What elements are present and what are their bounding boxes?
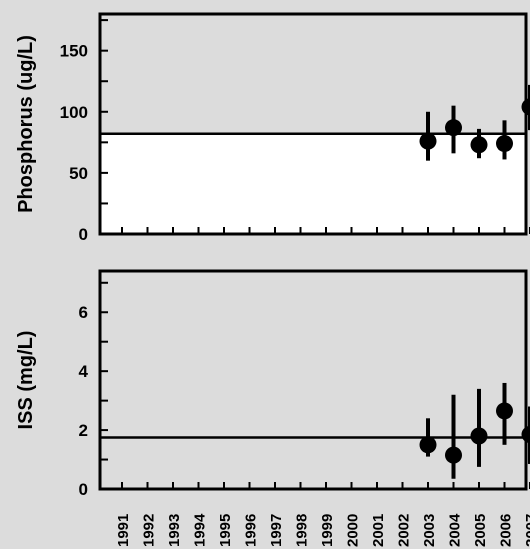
- x-tick-label: 1992: [141, 514, 158, 547]
- iss-panel: 0 2 4 6 ISS (mg/L): [15, 269, 530, 499]
- phosphorus-points: [419, 84, 530, 161]
- data-point: [521, 98, 530, 116]
- x-tick-label: 1991: [115, 514, 132, 547]
- y-tick-label: 6: [79, 303, 88, 322]
- data-point: [445, 446, 462, 464]
- phosphorus-plot-frame: [98, 12, 528, 236]
- y-tick-label: 0: [79, 225, 88, 244]
- x-tick-label: 2005: [472, 514, 489, 547]
- iss-points: [419, 382, 530, 479]
- data-point: [445, 119, 462, 137]
- x-tick-label: 2000: [345, 514, 362, 547]
- data-point: [521, 426, 530, 443]
- data-point: [470, 427, 488, 445]
- phosphorus-x-ticks: [121, 227, 530, 234]
- x-tick-label: 2007: [523, 514, 530, 547]
- phosphorus-y-ticks: 0 50 100 150: [60, 19, 108, 244]
- y-tick-label: 0: [79, 480, 88, 499]
- data-point: [496, 135, 513, 153]
- data-point: [419, 436, 437, 454]
- y-tick-label: 100: [60, 103, 88, 122]
- x-tick-label: 1999: [319, 514, 336, 547]
- phosphorus-panel: 0 50 100 150 Phosphorus (ug/L): [15, 12, 530, 244]
- iss-y-axis-title: ISS (mg/L): [15, 331, 37, 430]
- x-tick-label: 2003: [421, 514, 438, 547]
- x-tick-label: 1996: [243, 514, 260, 547]
- phosphorus-y-axis-title: Phosphorus (ug/L): [15, 35, 37, 213]
- x-tick-label: 1998: [294, 514, 311, 547]
- x-tick-label: 2001: [370, 514, 387, 547]
- x-tick-label: 1997: [268, 514, 285, 547]
- y-tick-label: 4: [79, 362, 89, 381]
- data-point: [496, 402, 513, 420]
- iss-plot-frame: [98, 269, 528, 491]
- x-tick-label: 1994: [192, 513, 209, 547]
- x-tick-label: 2002: [396, 514, 413, 547]
- x-tick-label: 2006: [498, 514, 515, 547]
- x-axis-year-labels: 1991 1992 1993 1994 1995 1996 1997 1998 1999 2000…: [115, 513, 530, 547]
- phosphorus-below-reference-fill: [100, 133, 526, 234]
- data-point: [470, 136, 488, 154]
- y-tick-label: 2: [79, 421, 88, 440]
- y-tick-label: 150: [60, 42, 88, 61]
- x-tick-label: 1995: [217, 514, 234, 547]
- y-tick-label: 50: [69, 164, 88, 183]
- iss-x-ticks: [121, 482, 530, 489]
- iss-y-ticks: 0 2 4 6: [79, 281, 108, 499]
- x-tick-label: 2004: [447, 513, 464, 547]
- data-point: [419, 132, 437, 150]
- x-tick-label: 1993: [166, 514, 183, 547]
